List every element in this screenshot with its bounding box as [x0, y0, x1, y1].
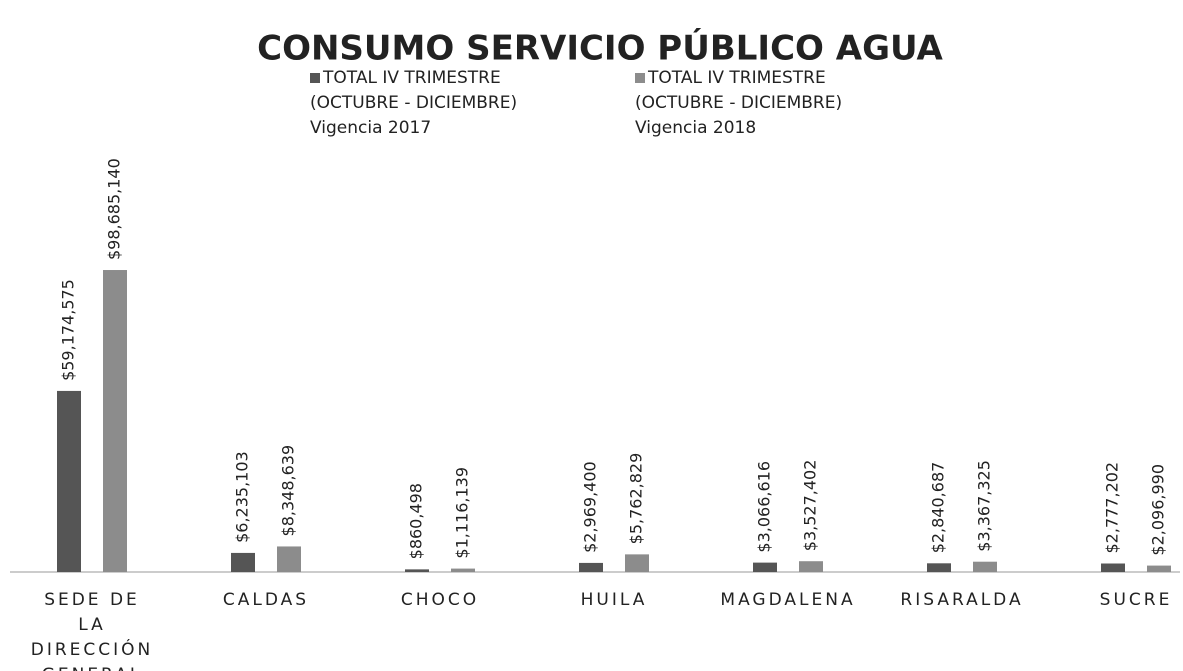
data-label: $3,527,402	[801, 460, 820, 552]
legend-item: TOTAL IV TRIMESTRE (OCTUBRE - DICIEMBRE)…	[635, 66, 850, 141]
bar	[579, 562, 603, 572]
data-label: $2,840,687	[929, 462, 948, 554]
x-tick-label: SEDE DE LA DIRECCIÓN GENERAL	[30, 590, 154, 671]
bar	[973, 561, 997, 572]
legend-label: TOTAL IV TRIMESTRE (OCTUBRE - DICIEMBRE)…	[635, 68, 843, 138]
data-label: $59,174,575	[59, 279, 78, 381]
bar	[1101, 563, 1125, 572]
data-label: $2,969,400	[581, 461, 600, 553]
bar	[799, 561, 823, 572]
legend-label: TOTAL IV TRIMESTRE (OCTUBRE - DICIEMBRE)…	[310, 68, 518, 138]
data-label: $3,367,325	[975, 460, 994, 552]
bar	[927, 563, 951, 572]
bar	[277, 546, 301, 572]
data-label: $2,777,202	[1103, 462, 1122, 554]
x-tick-label: CHOCO	[400, 590, 480, 610]
bar	[1147, 565, 1171, 572]
x-tick-label: HUILA	[580, 590, 648, 610]
data-label: $3,066,616	[755, 461, 774, 553]
data-label: $5,762,829	[627, 453, 646, 545]
bar	[753, 562, 777, 572]
data-label: $6,235,103	[233, 451, 252, 543]
bar	[625, 554, 649, 572]
data-label: $2,096,990	[1149, 464, 1168, 556]
bar	[405, 569, 429, 572]
x-tick-label: SUCRE	[1099, 590, 1173, 610]
data-label: $8,348,639	[279, 445, 298, 537]
x-tick-label: MAGDALENA	[720, 590, 856, 610]
x-tick-label: RISARALDA	[900, 590, 1024, 610]
bar	[231, 552, 255, 572]
legend-swatch	[310, 73, 320, 83]
data-label: $1,116,139	[453, 467, 472, 559]
data-label: $98,685,140	[105, 158, 124, 260]
bar	[103, 270, 127, 572]
x-tick-label: CALDAS	[222, 590, 310, 610]
legend-item: TOTAL IV TRIMESTRE (OCTUBRE - DICIEMBRE)…	[310, 66, 525, 141]
legend-swatch	[635, 73, 645, 83]
chart-title: CONSUMO SERVICIO PÚBLICO AGUA	[257, 28, 943, 69]
bar	[451, 568, 475, 572]
data-label: $860,498	[407, 483, 426, 559]
bar	[57, 390, 81, 572]
